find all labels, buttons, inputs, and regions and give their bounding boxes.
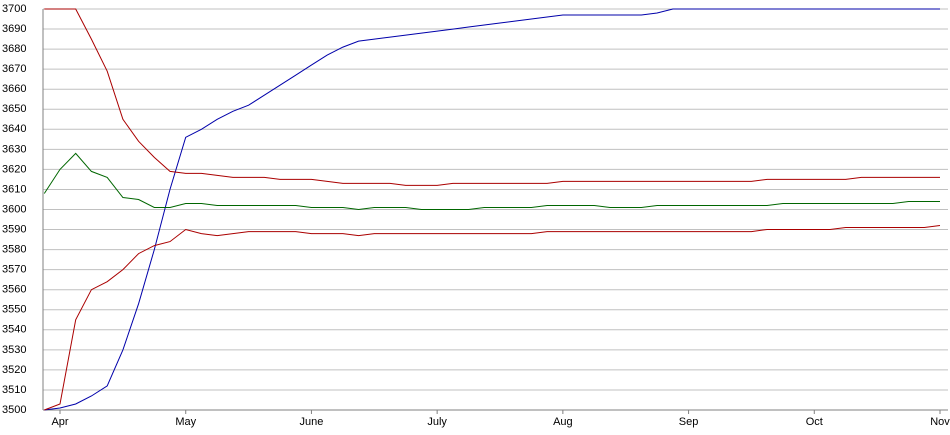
x-tick-label: Aug [553, 416, 573, 428]
y-tick-label: 3610 [2, 183, 26, 195]
y-tick-label: 3680 [2, 43, 26, 55]
x-tick-label: Sep [679, 416, 699, 428]
y-tick-label: 3620 [2, 163, 26, 175]
x-tick-label: Oct [806, 416, 823, 428]
y-tick-label: 3500 [2, 404, 26, 416]
y-tick-label: 3520 [2, 364, 26, 376]
series-line [44, 8, 940, 411]
y-tick-label: 3640 [2, 123, 26, 135]
x-tick-label: Nov [930, 416, 950, 428]
y-tick-label: 3650 [2, 103, 26, 115]
y-tick-label: 3510 [2, 384, 26, 396]
y-tick-label: 3600 [2, 203, 26, 215]
x-tick-label: July [427, 416, 447, 428]
y-tick-label: 3550 [2, 304, 26, 316]
y-tick-label: 3560 [2, 284, 26, 296]
y-tick-label: 3660 [2, 83, 26, 95]
y-tick-label: 3670 [2, 63, 26, 75]
y-tick-label: 3700 [2, 3, 26, 15]
series-line [44, 8, 940, 186]
series-line [43, 152, 940, 211]
y-tick-label: 3630 [2, 143, 26, 155]
y-tick-label: 3570 [2, 264, 26, 276]
x-tick-label: May [175, 416, 196, 428]
y-tick-label: 3540 [2, 324, 26, 336]
x-tick-label: June [300, 416, 324, 428]
y-tick-label: 3580 [2, 244, 26, 256]
y-tick-label: 3530 [2, 344, 26, 356]
y-tick-label: 3590 [2, 223, 26, 235]
x-tick-label: Apr [51, 416, 68, 428]
y-tick-label: 3690 [2, 23, 26, 35]
series-line [44, 225, 941, 411]
